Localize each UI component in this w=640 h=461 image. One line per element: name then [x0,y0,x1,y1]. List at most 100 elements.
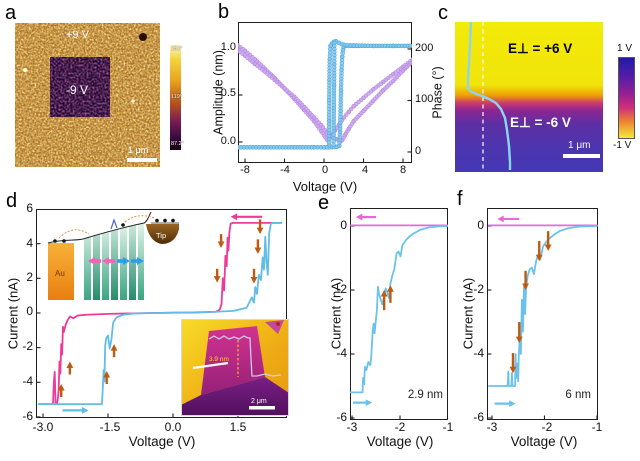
d-plot-area [36,209,283,418]
afm-topography-inset: 3.9 nm 2 μm [181,319,289,416]
f-plot-area [487,215,598,420]
ytick-label: 200 [415,42,434,54]
iv-sweep-pink-curve [37,221,283,406]
xtick-label: -1 [442,420,454,434]
electron-hop-arc [124,215,156,223]
au-electrode [48,243,74,300]
xtick-label: -3 [346,420,358,434]
switching-arrow [515,322,523,344]
ytick-label: -2 [22,339,33,353]
ytick-label: -4 [473,346,484,360]
pfm-phase-image [15,23,160,167]
c-overlays [466,22,512,172]
write-bias-label: +9 V [66,29,89,41]
scale-bar [249,406,275,410]
b-xlabel: Voltage (V) [292,179,358,194]
electron-dot [163,218,167,223]
switching-arrow [380,290,388,311]
erase-bias-label: -9 V [66,83,89,97]
surface-speck [22,67,28,73]
amplitude-reverse-sweep-line [238,44,412,141]
switching-arrow [110,344,118,358]
electron-dot [155,218,159,223]
xtick-label: 1.5 [229,420,247,434]
colorbar-mid-label: 119° [171,94,182,100]
switching-arrow [535,241,543,262]
scale-bar [127,158,157,162]
electron-dot [171,218,175,223]
xtick-label: -3 [486,420,498,434]
switching-arrow [544,231,552,251]
phase-intermediate-switch-markers [331,40,337,147]
ytick-label: 0 [477,218,484,232]
sweep-direction-arrow [352,399,373,407]
ytick-label: 0 [26,304,33,318]
xtick-label: -1.5 [99,420,121,434]
sweep-direction-arrow [230,213,263,221]
polarization-right-arrows [117,257,144,265]
cips-flake [201,326,265,395]
inset-border [181,319,289,416]
switching-arrow [217,234,225,248]
thickness-annotation: 6 nm [565,389,591,401]
panel-a-letter: a [5,2,17,24]
polarization-left-arrows [88,257,115,265]
sweep-direction-arrow [62,406,89,414]
panel-c-letter: c [438,2,448,24]
red-marker-dot [276,322,280,326]
iv-forward-blue-curve [350,225,448,394]
band-diagram-inset: Au Tip [47,212,179,300]
f-ylabel: Current (nA) [460,277,476,350]
ytick-label: 0 [340,218,347,232]
afm-tip [146,224,179,244]
barrier-peak [110,218,118,230]
ytick-label: -6 [336,410,347,424]
electron-hop-arc [58,229,90,239]
negative-field-label: E⊥ = -6 V [510,115,571,130]
switching-arrow [66,361,74,375]
band-profile-curve [47,212,152,244]
e-xlabel: Voltage (V) [366,434,434,449]
thickness-annotation: 2.9 nm [407,389,443,401]
switching-arrow [250,268,258,284]
xtick-label: -4 [280,164,290,176]
kpfm-potential-image [455,22,603,172]
sweep-direction-arrow [494,400,516,407]
colorbar-min-label: -1 V [613,140,632,151]
xtick-label: -8 [240,164,250,176]
e-plot-frame [350,208,448,420]
switching-arrow [254,239,262,255]
scale-bar-label: 1 μm [128,145,149,155]
switching-arrow [213,268,221,283]
phase-colorbar [170,45,181,150]
panel-f-letter: f [457,188,463,210]
e-ylabel: Current (nA) [328,277,344,350]
switching-arrow [103,371,111,385]
ytick-label: 100 [415,93,434,105]
potential-colorbar [618,57,635,139]
xtick-label: -2 [394,420,406,434]
tip-label: Tip [156,231,166,240]
f-plot-frame [487,208,598,420]
au-label: Au [55,269,65,278]
ytick-label: 0.5 [220,87,236,99]
colorbar-min-label: 87.2° [171,141,184,147]
xtick-label: 0.0 [164,420,182,434]
d-xlabel: Voltage (V) [128,434,196,449]
panel-b-letter: b [218,1,230,23]
electron-dot [121,223,125,227]
step-height-label: 3.9 nm [209,356,229,363]
surface-speck [131,99,135,103]
colorbar-max-label: 151° [171,46,183,52]
ytick-label: 1.0 [220,41,236,53]
ytick-label: 0 [415,145,422,157]
positive-field-label: E⊥ = +6 V [508,41,573,56]
potential-line-profile [466,22,512,170]
ytick-label: 2 [26,270,33,284]
domain-noise [50,57,110,117]
ytick-label: -4 [336,346,347,360]
switching-arrow [509,353,517,374]
amplitude-forward-sweep-markers [238,47,412,144]
profile-location-line [192,361,229,370]
